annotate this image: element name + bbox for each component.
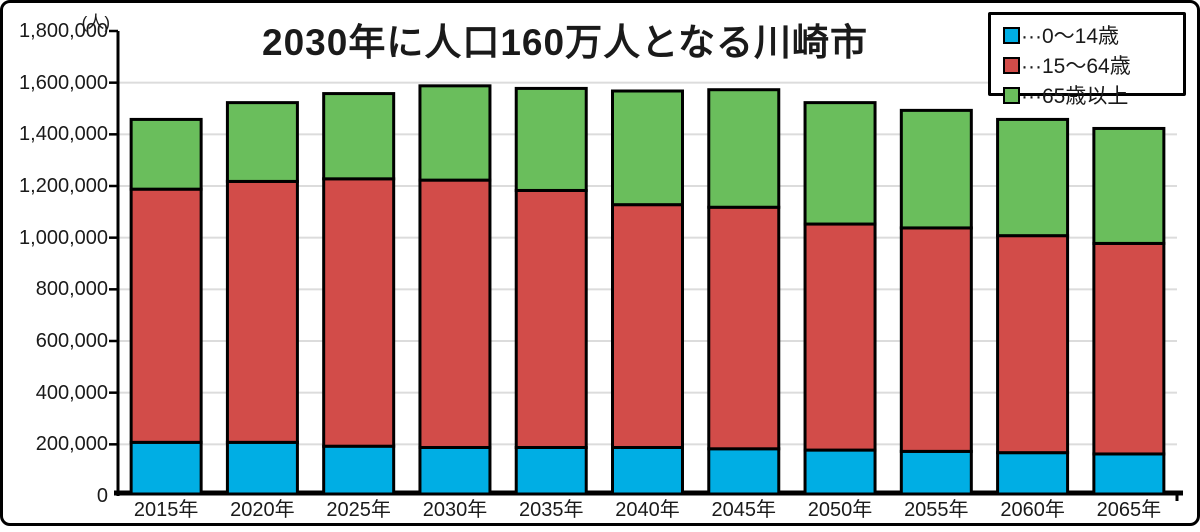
bar-segment-2015年-0〜14歳 [129, 440, 203, 496]
bar-segment-2045年-65歳以上 [707, 88, 781, 209]
legend-swatch-red-icon [1003, 56, 1020, 74]
y-axis-tick [109, 339, 118, 343]
x-category-label: 2025年 [326, 499, 391, 521]
x-category-label: 2055年 [904, 499, 969, 521]
y-axis-tick [109, 29, 118, 33]
chart-title: 2030年に人口160万人となる川崎市 [262, 22, 868, 63]
gridline [118, 81, 1177, 84]
x-category-label: 2030年 [422, 499, 488, 521]
bar-segment-2065年-65歳以上 [1092, 126, 1166, 245]
bar-segment-2055年-15〜64歳 [899, 226, 973, 453]
bar-segment-2025年-0〜14歳 [322, 444, 396, 496]
bar-segment-2035年-15〜64歳 [514, 188, 588, 449]
bar-segment-2065年-15〜64歳 [1092, 241, 1166, 456]
y-tick-label: 1,600,000 [19, 71, 108, 94]
y-tick-label: 200,000 [35, 433, 108, 456]
y-tick-label: 0 [96, 485, 108, 507]
x-category-label: 2060年 [1000, 499, 1065, 521]
bar-segment-2025年-65歳以上 [322, 92, 396, 181]
bar-segment-2050年-0〜14歳 [803, 448, 877, 496]
bar-segment-2060年-0〜14歳 [996, 451, 1070, 496]
bar-segment-2045年-15〜64歳 [707, 205, 781, 451]
legend-label-age-0-14: ···0〜14歳 [1021, 25, 1120, 48]
bar-segment-2055年-0〜14歳 [899, 449, 973, 496]
x-category-label: 2045年 [711, 499, 777, 521]
x-category-label: 2065年 [1096, 499, 1162, 521]
bar-segment-2020年-65歳以上 [225, 101, 299, 183]
bar-segment-2060年-65歳以上 [996, 117, 1070, 238]
y-axis-tick [109, 443, 118, 446]
bar-segment-2015年-15〜64歳 [129, 187, 203, 444]
y-axis-tick [109, 236, 118, 239]
x-category-label: 2040年 [615, 499, 680, 521]
y-tick-label: 600,000 [35, 330, 108, 352]
legend-swatch-blue-icon [1003, 26, 1020, 44]
y-axis-tick [109, 391, 118, 394]
y-tick-label: 1,000,000 [19, 226, 108, 249]
bar-segment-2035年-65歳以上 [514, 86, 588, 192]
legend-item-age-15-64: ···15〜64歳 [1003, 50, 1179, 80]
y-axis-line [116, 31, 120, 496]
bar-segment-2040年-0〜14歳 [611, 446, 684, 496]
legend-item-age-65-plus: ···65歳以上 [1003, 80, 1179, 110]
bar-segment-2035年-0〜14歳 [514, 446, 588, 496]
y-axis-tick [109, 184, 118, 188]
bar-segment-2020年-0〜14歳 [225, 440, 299, 496]
bar-segment-2030年-15〜64歳 [418, 178, 492, 449]
bar-segment-2030年-0〜14歳 [418, 446, 492, 496]
bar-segment-2050年-15〜64歳 [803, 222, 877, 452]
bar-segment-2040年-65歳以上 [611, 89, 684, 207]
x-category-label: 2020年 [230, 499, 295, 521]
y-tick-label: 400,000 [35, 381, 108, 404]
legend: ···0〜14歳 ···15〜64歳 ···65歳以上 [988, 12, 1186, 108]
bar-segment-2025年-15〜64歳 [322, 177, 396, 448]
y-axis-tick [109, 288, 118, 291]
legend-item-age-0-14: ···0〜14歳 [1003, 20, 1179, 50]
y-axis-tick [109, 81, 118, 84]
bar-segment-2060年-15〜64歳 [996, 234, 1070, 455]
bar-segment-2045年-0〜14歳 [707, 447, 781, 496]
bar-segment-2065年-0〜14歳 [1092, 452, 1166, 496]
bar-segment-2040年-15〜64歳 [611, 203, 684, 449]
x-category-label: 2015年 [133, 499, 199, 521]
x-category-label: 2050年 [807, 499, 873, 521]
y-axis-tick [109, 133, 118, 136]
legend-label-age-15-64: ···15〜64歳 [1021, 55, 1131, 78]
bar-segment-2055年-65歳以上 [899, 108, 973, 230]
y-axis-unit-label: (人) [81, 13, 110, 32]
y-tick-label: 1,400,000 [19, 123, 108, 146]
y-tick-label: 800,000 [35, 278, 108, 301]
bar-segment-2050年-65歳以上 [803, 101, 877, 226]
x-category-label: 2035年 [518, 499, 584, 521]
y-tick-label: 1,800,000 [19, 20, 108, 42]
bar-segment-2030年-65歳以上 [418, 84, 492, 182]
bar-segment-2020年-15〜64歳 [225, 179, 299, 444]
x-axis-end-tick [1175, 495, 1179, 501]
legend-label-age-65-plus: ···65歳以上 [1021, 85, 1129, 108]
legend-swatch-green-icon [1003, 86, 1020, 104]
bar-segment-2015年-65歳以上 [129, 117, 203, 191]
y-tick-label: 1,200,000 [19, 175, 108, 197]
